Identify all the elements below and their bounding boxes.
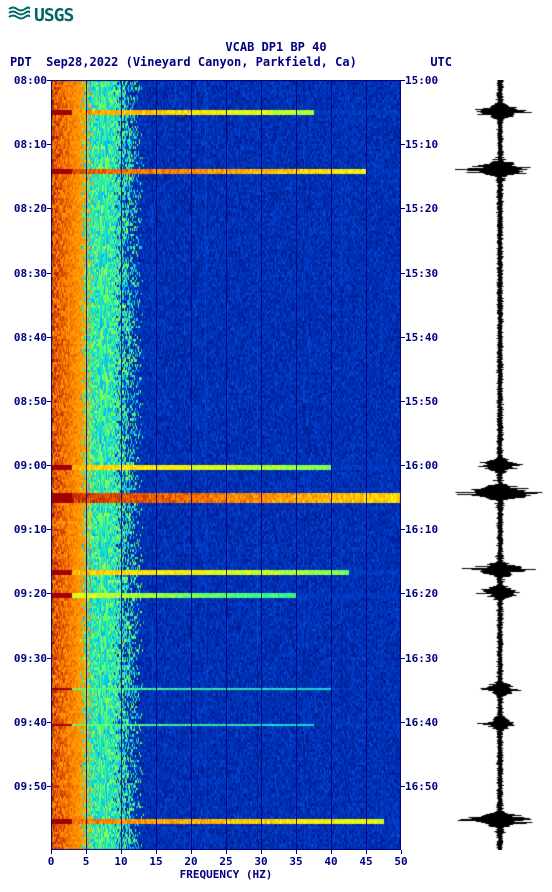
right-tick-label: 15:40 (405, 331, 438, 344)
date-label: Sep28,2022 (Vineyard Canyon, Parkfield, … (46, 55, 357, 69)
left-tick-label: 09:20 (14, 587, 47, 600)
right-tick-label: 16:10 (405, 523, 438, 536)
chart-subtitle: PDT Sep28,2022 (Vineyard Canyon, Parkfie… (10, 55, 357, 69)
left-tick-label: 09:00 (14, 459, 47, 472)
right-tick-label: 15:10 (405, 138, 438, 151)
seismogram-trace (455, 80, 545, 850)
x-tick-label: 20 (184, 855, 197, 868)
x-tick-label: 5 (83, 855, 90, 868)
right-tick-label: 15:50 (405, 395, 438, 408)
left-tick-label: 08:00 (14, 74, 47, 87)
x-tick-label: 15 (149, 855, 162, 868)
x-tick-label: 10 (114, 855, 127, 868)
tz-label: PDT (10, 55, 32, 69)
x-tick-label: 30 (254, 855, 267, 868)
right-tick-label: 15:30 (405, 267, 438, 280)
right-time-axis: 15:0015:1015:2015:3015:4015:5016:0016:10… (401, 80, 451, 850)
right-tick-label: 16:20 (405, 587, 438, 600)
left-tick-label: 09:10 (14, 523, 47, 536)
left-tick-label: 08:50 (14, 395, 47, 408)
right-tick-label: 16:50 (405, 780, 438, 793)
utc-label: UTC (430, 55, 452, 69)
left-tick-label: 08:10 (14, 138, 47, 151)
right-tick-label: 16:00 (405, 459, 438, 472)
left-tick-label: 09:30 (14, 652, 47, 665)
x-tick-label: 50 (394, 855, 407, 868)
left-tick-label: 09:40 (14, 716, 47, 729)
x-tick-label: 25 (219, 855, 232, 868)
right-tick-label: 16:30 (405, 652, 438, 665)
left-tick-label: 08:20 (14, 202, 47, 215)
usgs-logo: USGS (8, 5, 73, 26)
spectrogram-plot (51, 80, 401, 850)
left-time-axis: 08:0008:1008:2008:3008:4008:5009:0009:10… (0, 80, 51, 850)
x-tick-label: 35 (289, 855, 302, 868)
x-tick-label: 0 (48, 855, 55, 868)
usgs-logo-text: USGS (34, 5, 73, 26)
left-tick-label: 09:50 (14, 780, 47, 793)
left-tick-label: 08:30 (14, 267, 47, 280)
right-tick-label: 16:40 (405, 716, 438, 729)
x-axis-label: FREQUENCY (HZ) (51, 868, 401, 881)
right-tick-label: 15:00 (405, 74, 438, 87)
chart-title: VCAB DP1 BP 40 (0, 40, 552, 54)
right-tick-label: 15:20 (405, 202, 438, 215)
x-tick-label: 45 (359, 855, 372, 868)
x-tick-label: 40 (324, 855, 337, 868)
left-tick-label: 08:40 (14, 331, 47, 344)
usgs-wave-icon (8, 5, 30, 26)
